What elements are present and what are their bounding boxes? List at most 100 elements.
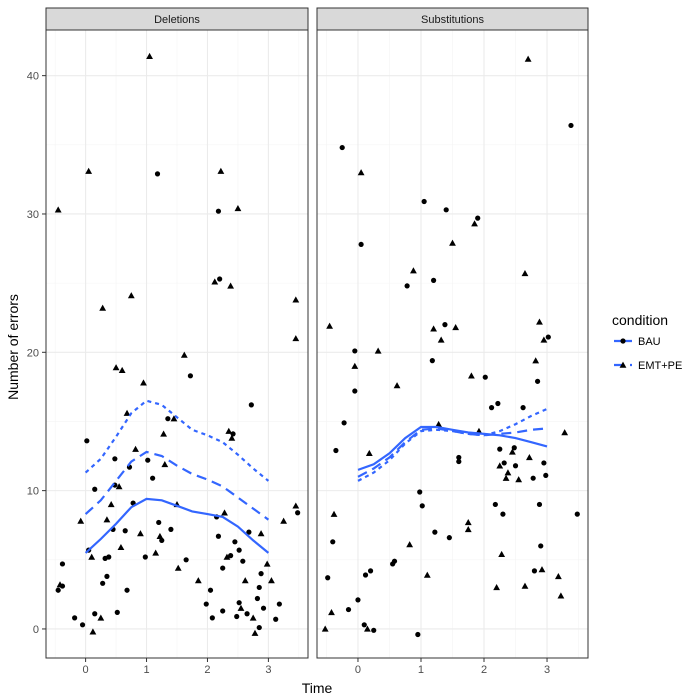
x-tick-label: 3 bbox=[544, 664, 550, 676]
data-point bbox=[417, 489, 423, 495]
data-point bbox=[493, 584, 501, 591]
data-point bbox=[404, 283, 410, 289]
data-point bbox=[538, 566, 546, 573]
facet-label: Substitutions bbox=[421, 14, 484, 26]
data-point bbox=[220, 608, 226, 614]
data-point bbox=[501, 460, 507, 466]
x-tick-label: 0 bbox=[355, 664, 361, 676]
data-point bbox=[99, 304, 107, 311]
data-point bbox=[554, 572, 562, 580]
data-point bbox=[92, 611, 98, 617]
data-point bbox=[221, 509, 228, 516]
data-point bbox=[276, 601, 282, 607]
data-point bbox=[132, 445, 139, 452]
data-point bbox=[452, 324, 460, 331]
data-point bbox=[187, 373, 194, 379]
data-point bbox=[292, 502, 300, 509]
data-point bbox=[152, 549, 160, 556]
data-point bbox=[361, 622, 367, 628]
data-point bbox=[538, 543, 544, 549]
data-point bbox=[249, 614, 257, 621]
data-point bbox=[568, 122, 574, 129]
data-point bbox=[520, 405, 526, 411]
data-point bbox=[246, 529, 252, 535]
data-point bbox=[92, 486, 98, 492]
data-point bbox=[159, 537, 165, 544]
data-point bbox=[54, 206, 62, 213]
data-point bbox=[442, 322, 448, 328]
data-point bbox=[429, 357, 435, 364]
data-point bbox=[512, 463, 519, 469]
data-point bbox=[421, 198, 427, 205]
data-point bbox=[228, 553, 234, 559]
data-point bbox=[341, 420, 347, 426]
data-point bbox=[104, 573, 110, 579]
data-point bbox=[215, 533, 222, 539]
data-point bbox=[124, 587, 130, 593]
data-point bbox=[456, 454, 462, 461]
data-point bbox=[545, 334, 551, 340]
legend-entries: BAU EMT+PE bbox=[614, 336, 682, 372]
data-point bbox=[72, 615, 78, 621]
data-point bbox=[137, 530, 144, 537]
y-axis-ticks: 0 10 20 30 40 bbox=[27, 71, 46, 636]
data-point bbox=[367, 568, 374, 574]
smooth-line-dotted bbox=[357, 407, 548, 482]
data-point bbox=[371, 627, 377, 633]
data-point bbox=[443, 207, 449, 213]
data-point bbox=[194, 577, 202, 584]
panel-substitutions: Substitutions 0 1 2 3 bbox=[316, 7, 589, 676]
data-point bbox=[209, 615, 215, 621]
data-point bbox=[492, 501, 498, 508]
data-point bbox=[482, 374, 488, 380]
data-point bbox=[496, 462, 504, 469]
data-point bbox=[488, 405, 495, 411]
data-point bbox=[574, 511, 580, 517]
data-point bbox=[464, 525, 472, 533]
legend-entry-emt-pe: EMT+PE bbox=[614, 360, 682, 372]
data-point bbox=[464, 519, 472, 526]
data-point bbox=[374, 347, 382, 354]
data-point bbox=[79, 622, 86, 628]
data-point bbox=[84, 438, 90, 444]
data-point bbox=[345, 606, 352, 613]
data-point bbox=[456, 458, 462, 465]
data-point bbox=[352, 348, 358, 354]
x-axis-ticks: 0 1 2 3 bbox=[355, 658, 550, 676]
data-point bbox=[357, 169, 365, 176]
data-point bbox=[263, 560, 271, 567]
smooth-curves bbox=[84, 399, 270, 554]
data-point bbox=[502, 474, 510, 481]
smooth-line-dashed bbox=[84, 450, 270, 521]
data-point bbox=[446, 535, 452, 541]
data-point bbox=[228, 434, 236, 441]
data-point bbox=[423, 571, 431, 578]
data-point bbox=[364, 625, 371, 632]
data-point bbox=[468, 372, 475, 379]
data-point bbox=[156, 519, 162, 526]
data-point bbox=[541, 460, 547, 466]
data-point bbox=[234, 613, 240, 620]
data-point bbox=[170, 415, 178, 422]
data-point bbox=[515, 476, 523, 483]
data-point bbox=[106, 554, 112, 560]
data-point bbox=[225, 427, 233, 434]
data-point bbox=[495, 400, 501, 407]
data-point bbox=[168, 526, 174, 532]
gridlines bbox=[46, 30, 308, 658]
y-tick-label: 10 bbox=[27, 486, 39, 498]
data-point bbox=[112, 364, 120, 371]
data-point bbox=[118, 366, 126, 374]
data-point bbox=[536, 501, 543, 508]
facet-label: Deletions bbox=[154, 14, 200, 26]
data-point bbox=[117, 543, 125, 551]
data-point bbox=[215, 208, 222, 214]
x-tick-label: 2 bbox=[204, 664, 210, 676]
data-point bbox=[530, 475, 536, 481]
data-point bbox=[339, 144, 345, 151]
data-point bbox=[557, 592, 565, 599]
x-tick-label: 0 bbox=[83, 664, 89, 676]
data-point bbox=[180, 351, 188, 358]
